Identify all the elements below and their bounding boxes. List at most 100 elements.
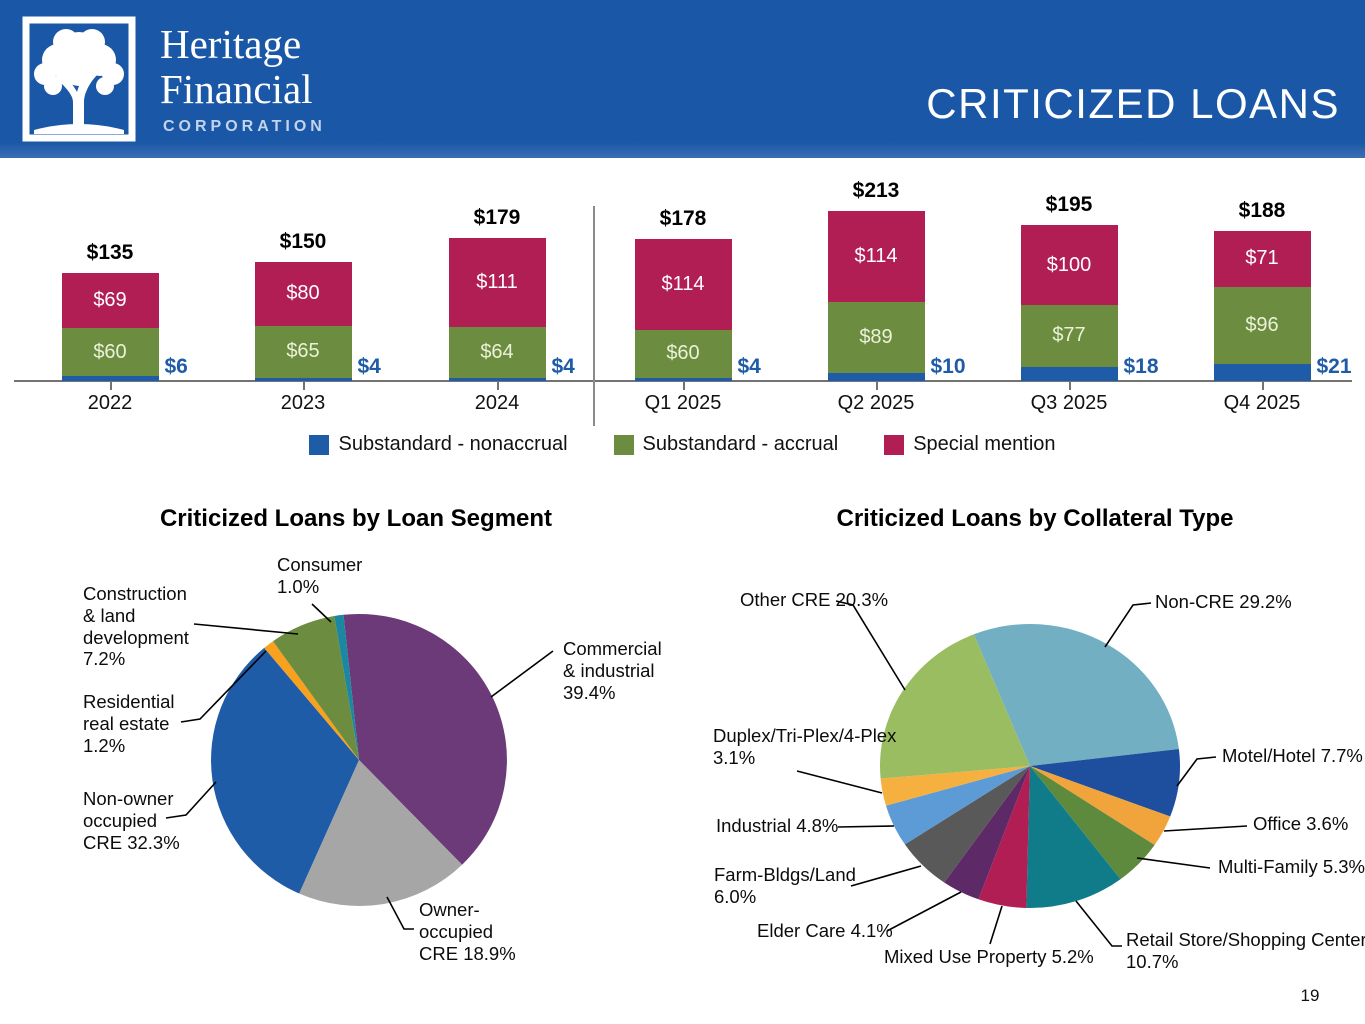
legend-item: Substandard - accrual [613, 433, 839, 456]
axis-tick [1262, 382, 1264, 390]
axis-category-label: 2023 [280, 392, 326, 414]
pie-slice-commercial-industrial [343, 614, 507, 865]
pie-title-collateral-type: Criticized Loans by Collateral Type [836, 505, 1234, 532]
wordmark-line2: Financial [160, 66, 313, 112]
pie-label-retail-store-shopping-center: Retail Store/Shopping Center 10.7% [1126, 929, 1365, 972]
pie-label-elder-care: Elder Care 4.1% [757, 920, 893, 941]
pie-label-owner-occupied-cre: Owner- occupied CRE 18.9% [419, 899, 516, 964]
legend-label: Substandard - accrual [642, 433, 839, 455]
bar-segment-1: $96 [1213, 287, 1311, 365]
pie-slice-retail-store-shopping-center [1026, 766, 1121, 909]
pie-label-industrial: Industrial 4.8% [716, 815, 839, 836]
axis-tick [683, 382, 685, 390]
bar-segment-0 [1213, 364, 1311, 381]
bar-segment-value: $80 [286, 282, 320, 305]
bar-segment-0 [448, 377, 546, 381]
pie-label-non-owner-occupied-cre: Non-owner occupied CRE 32.3% [83, 788, 180, 853]
bar-segment-1: $77 [1020, 305, 1118, 367]
legend-label: Special mention [913, 433, 1056, 455]
year-quarter-divider [593, 206, 595, 426]
nonaccrual-value-label: $6 [164, 355, 188, 378]
axis-tick [497, 382, 499, 390]
bar-segment-value: $114 [854, 244, 898, 267]
leader-line [386, 896, 414, 930]
bar-total-label: $188 [1238, 198, 1286, 222]
bar-segment-0 [61, 376, 159, 381]
bar-segment-2: $80 [254, 261, 352, 326]
bar-segment-2: $69 [61, 273, 159, 329]
leader-line [165, 781, 217, 819]
bar-segment-value: $114 [661, 272, 705, 295]
nonaccrual-value-label: $4 [551, 355, 575, 378]
header-banner: Heritage Financial CORPORATION CRITICIZE… [0, 0, 1365, 158]
pie-slice-multi-family [1030, 766, 1155, 880]
bar-segment-value: $89 [859, 325, 893, 348]
bar-segment-2: $114 [634, 238, 732, 330]
page-title: CRITICIZED LOANS [926, 80, 1340, 127]
bar-segment-value: $64 [480, 340, 514, 363]
pie-slice-motel-hotel [1030, 749, 1180, 817]
page-number: 19 [1300, 986, 1320, 1005]
bar-total-label: $195 [1045, 193, 1093, 216]
axis-category-label: Q4 2025 [1223, 392, 1301, 414]
bar-segment-1: $60 [634, 329, 732, 378]
pie-slice-farm-bldgs-land [904, 766, 1030, 883]
bar-segment-1: $64 [448, 326, 546, 378]
pie-slice-consumer [334, 614, 359, 760]
nonaccrual-value-label: $18 [1123, 355, 1159, 378]
bar-segment-value: $60 [93, 340, 127, 363]
pie-slice-owner-occupied-cre [299, 760, 463, 906]
company-wordmark: Heritage Financial [160, 22, 313, 112]
leader-line [886, 891, 962, 932]
bar-total-label: $150 [279, 229, 327, 253]
bar-segment-value: $69 [93, 289, 127, 312]
tree-logo-icon [22, 16, 136, 142]
bar-total-label: $135 [86, 241, 134, 264]
leader-line [1163, 825, 1248, 832]
bar-segment-2: $71 [1213, 230, 1311, 288]
bar-segment-2: $100 [1020, 225, 1118, 305]
bar-segment-1: $60 [61, 328, 159, 377]
pie-label-farm-bldgs-land: Farm-Bldgs/Land 6.0% [714, 864, 856, 907]
pie-slice-mixed-use-property [978, 766, 1030, 908]
bar-segment-2: $114 [827, 210, 925, 302]
leader-line [835, 600, 906, 691]
bar-segment-1: $89 [827, 301, 925, 373]
nonaccrual-value-label: $4 [737, 355, 761, 378]
bar-segment-0 [254, 377, 352, 381]
nonaccrual-value-label: $21 [1316, 355, 1352, 378]
leader-line [490, 650, 554, 698]
pie-slice-duplex-tri-plex-4-plex [880, 766, 1030, 806]
axis-category-label: Q3 2025 [1030, 392, 1108, 414]
leader-line [193, 623, 299, 635]
axis-category-label: Q1 2025 [644, 392, 722, 414]
x-axis-line [14, 380, 1352, 382]
nonaccrual-value-label: $4 [357, 355, 381, 378]
pie-label-multi-family: Multi-Family 5.3% [1218, 856, 1365, 877]
pie-slice-other-cre [880, 634, 1030, 779]
bar-segment-value: $100 [1046, 253, 1092, 276]
pie-slice-residential-real-estate [264, 641, 359, 760]
pie-label-commercial-industrial: Commercial & industrial 39.4% [563, 638, 662, 703]
axis-category-label: Q2 2025 [837, 392, 915, 414]
pie-collateral-type [880, 623, 1180, 909]
pie-label-office: Office 3.6% [1253, 813, 1349, 834]
bar-segment-value: $65 [286, 340, 320, 363]
pie-slice-elder-care [944, 766, 1030, 900]
leader-line [989, 905, 1003, 945]
axis-tick [876, 382, 878, 390]
leader-line [1104, 602, 1152, 648]
bar-total-label: $178 [659, 206, 707, 230]
leader-line [180, 650, 267, 723]
pie-label-consumer: Consumer 1.0% [277, 554, 363, 597]
bar-total-label: $179 [473, 205, 521, 229]
bar-segment-2: $111 [448, 237, 546, 327]
bar-segment-value: $96 [1245, 314, 1279, 337]
legend-swatch [309, 434, 330, 455]
wordmark-line1: Heritage [160, 21, 302, 67]
bar-segment-0 [1020, 366, 1118, 381]
leader-line [311, 603, 332, 623]
bar-segment-value: $60 [666, 342, 700, 365]
pie-slice-industrial [886, 766, 1030, 845]
